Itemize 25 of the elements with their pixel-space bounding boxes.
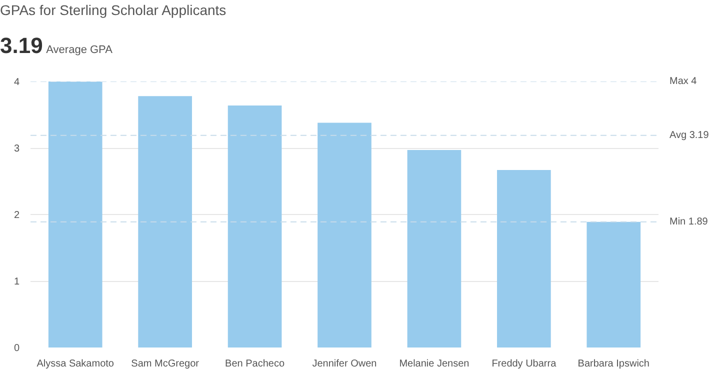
x-tick-label: Alyssa Sakamoto	[36, 358, 114, 370]
y-tick-label: 1	[14, 276, 20, 288]
y-tick-label: 2	[14, 210, 20, 221]
x-tick-label: Sam McGregor	[131, 358, 200, 370]
x-tick-label: Jennifer Owen	[312, 358, 377, 370]
bar	[497, 170, 551, 348]
text: 3.19	[0, 33, 43, 58]
bar	[318, 122, 372, 348]
bar	[586, 222, 641, 348]
y-tick-label: 3	[14, 144, 20, 154]
x-tick-label: Melanie Jensen	[399, 358, 470, 370]
y-tick-label: 0	[14, 343, 20, 354]
y-tick-label: 4	[14, 77, 20, 88]
x-tick-label: Freddy Ubarra	[492, 358, 557, 370]
bar	[228, 105, 282, 348]
chart-title: GPAs for Sterling Scholar Applicants	[0, 1, 226, 20]
bar	[138, 96, 192, 348]
bar	[48, 82, 102, 348]
x-tick-label: Barbara Ipswich	[578, 358, 650, 370]
ref-line-label: Avg 3.19	[670, 130, 710, 141]
text: Average GPA	[46, 44, 112, 56]
ref-line-label: Max 4	[670, 76, 698, 87]
ref-line-label: Min 1.89	[670, 216, 708, 228]
bar	[407, 150, 462, 348]
x-tick-label: Ben Pacheco	[225, 358, 285, 370]
